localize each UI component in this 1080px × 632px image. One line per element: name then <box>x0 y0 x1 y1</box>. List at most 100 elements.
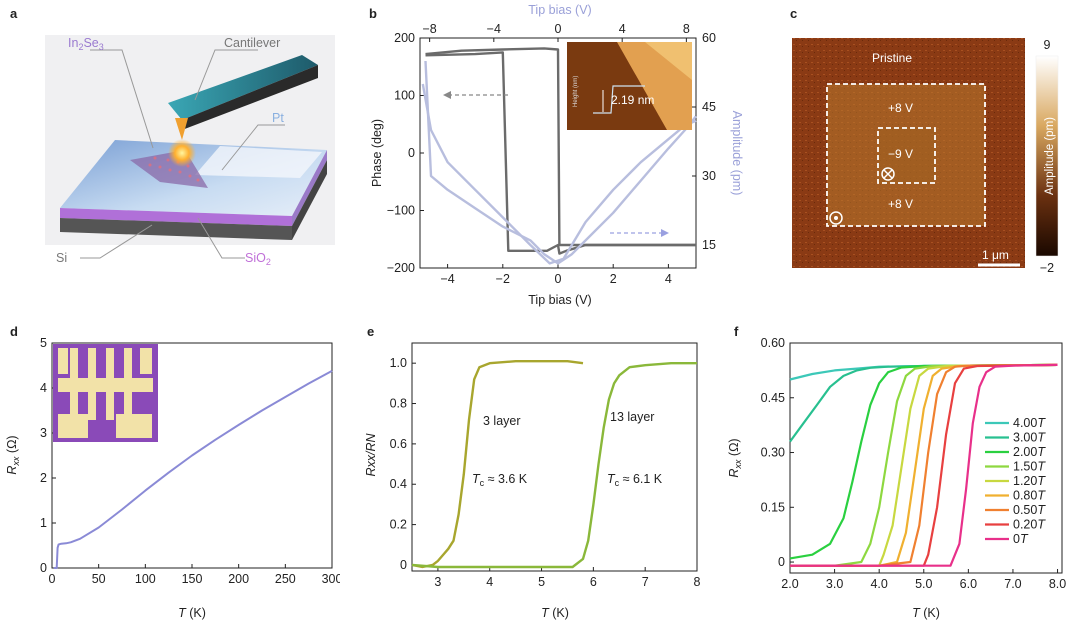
x-tick-label: 4 <box>619 22 626 36</box>
y-tick-label: 200 <box>394 31 415 45</box>
normalized-resistance-chart: T (K) Rxx/RN 3 4 5 6 7 8 1.0 0.8 0.6 0.4 0.2 0 3 la… <box>364 342 701 620</box>
panel-label-f: f <box>734 324 739 339</box>
callout-cantilever: Cantilever <box>224 36 280 50</box>
y-tick-label: 0 <box>408 146 415 160</box>
y-tick-label: 0.6 <box>390 437 407 451</box>
series-2 <box>789 363 1058 560</box>
panel-c: c Pristine +8 V −9 V +8 V 1 μm 9 −2 Ampl… <box>780 0 1080 300</box>
legend: 4.00T3.00T2.00T1.50T1.20T0.80T0.50T0.20T… <box>985 416 1046 546</box>
x-tick-label: 8.0 <box>1049 577 1066 591</box>
scale-bar-label: 1 μm <box>982 248 1009 262</box>
series-1 <box>411 362 697 569</box>
y-axis-title: Rxx (Ω) <box>5 435 21 474</box>
plot-frame <box>789 342 1063 574</box>
y-tick-label: 30 <box>702 169 716 183</box>
y-tick-label: −100 <box>387 204 415 218</box>
callout-si: Si <box>56 251 67 265</box>
device-schematic: In2Se3 Cantilever Pt Si SiO2 <box>45 35 335 267</box>
y-tick-label: 0.60 <box>761 336 785 350</box>
x-tick-label: 4 <box>486 575 493 589</box>
y-tick-label: 60 <box>702 31 716 45</box>
colorbar <box>1035 55 1059 257</box>
silicon-layer <box>60 218 292 240</box>
device-photo-inset <box>53 344 158 442</box>
x-tick-label: −8 <box>422 22 436 36</box>
pfm-hysteresis-chart: Tip bias (V) Tip bias (V) Phase (deg) Am… <box>370 3 744 307</box>
x-axis-title: T (K) <box>912 606 940 620</box>
x-axis-title: T (K) <box>541 606 569 620</box>
y-tick-label: 0.4 <box>390 477 407 491</box>
x-tick-label: 2 <box>610 272 617 286</box>
y-tick-label: 0.30 <box>761 446 785 460</box>
oxide-layer <box>60 208 292 226</box>
y-tick-label: 1 <box>40 516 47 530</box>
y-tick-label: 3 <box>40 426 47 440</box>
legend-label: 1.20T <box>1013 474 1046 488</box>
y-tick-label: 0 <box>400 558 407 572</box>
step-height: 2.19 nm <box>611 93 654 107</box>
panel-a: a <box>0 0 340 300</box>
series-3 <box>421 83 697 265</box>
y-axis-title: Rxx (Ω) <box>727 438 743 477</box>
y-tick-label: 100 <box>394 89 415 103</box>
x-tick-label: 3.0 <box>826 577 843 591</box>
y-tick-label: 0 <box>40 561 47 575</box>
y-tick-label: 0.45 <box>761 391 785 405</box>
pristine-label: Pristine <box>872 51 912 65</box>
cantilever <box>168 55 318 120</box>
y-tick-label: 2 <box>40 471 47 485</box>
x-tick-label: 50 <box>92 572 106 586</box>
legend-label: 1.50T <box>1013 460 1046 474</box>
dot-marker <box>829 211 843 225</box>
y-tick-label: 0 <box>778 555 785 569</box>
panel-label-a: a <box>10 6 18 21</box>
y-tick-label: 1.0 <box>390 356 407 370</box>
outer-write-box <box>826 83 986 227</box>
legend-label: 3.00T <box>1013 431 1046 445</box>
pt-electrode <box>195 146 322 178</box>
callout-sio2: SiO2 <box>245 251 271 267</box>
y-tick-label: 5 <box>40 336 47 350</box>
top-axis-title: Tip bias (V) <box>528 3 591 17</box>
y-tick-label: 4 <box>40 381 47 395</box>
x-tick-label: 100 <box>135 572 156 586</box>
series-0 <box>411 360 584 569</box>
x-tick-label: 5.0 <box>915 577 932 591</box>
legend-label: 2.00T <box>1013 445 1046 459</box>
y-axis-title: Rxx/RN <box>364 433 378 477</box>
colorbar-min: −2 <box>1040 261 1054 275</box>
series-8 <box>790 363 1058 567</box>
y-tick-label: 0.2 <box>390 518 407 532</box>
legend-label: 0T <box>1013 532 1029 546</box>
series-2 <box>424 60 697 265</box>
x-tick-label: 5 <box>538 575 545 589</box>
tc-13-layer: Tc ≈ 6.1 K <box>607 472 663 488</box>
panel-b: b Tip bias (V) Tip bias (V) Phase (deg) … <box>355 0 750 310</box>
afm-inset: Height (nm) 2.19 nm <box>567 42 692 130</box>
series-3 <box>790 363 1058 567</box>
y-tick-label: −200 <box>387 261 415 275</box>
y-tick-label: 45 <box>702 100 716 114</box>
colorbar-max: 9 <box>1044 38 1051 52</box>
x-tick-label: −4 <box>440 272 454 286</box>
x-tick-label: 7.0 <box>1004 577 1021 591</box>
field-dependent-rxx-chart: T (K) Rxx (Ω) 2.0 3.0 4.0 5.0 6.0 7.0 8.0 0.60 0… <box>727 336 1066 620</box>
x-tick-label: −2 <box>496 272 510 286</box>
legend-label: 0.50T <box>1013 503 1046 517</box>
panel-d: d T (K) Rxx (Ω) 0 50 100 150 200 250 300 5 4 3 2 1 0 <box>0 318 342 627</box>
x-tick-label: 7 <box>642 575 649 589</box>
y-tick-label: 0.15 <box>761 500 785 514</box>
cross-marker <box>881 167 895 181</box>
x-tick-label: 150 <box>182 572 203 586</box>
pfm-amplitude-map: Pristine +8 V −9 V +8 V 1 μm 9 −2 Amplit… <box>792 38 1059 275</box>
y2-axis-title: Amplitude (pm) <box>730 111 744 196</box>
x-tick-label: 8 <box>694 575 701 589</box>
tip-glow <box>168 139 196 167</box>
x-tick-label: 8 <box>683 22 690 36</box>
x-tick-label: 200 <box>228 572 249 586</box>
height-profile <box>593 85 645 114</box>
panel-label-c: c <box>790 6 798 21</box>
x-tick-label: 6 <box>590 575 597 589</box>
panel-f: f T (K) Rxx (Ω) 2.0 3.0 4.0 5.0 6.0 7.0 8.0 0.6… <box>720 318 1080 627</box>
x-tick-label: 300 <box>322 572 340 586</box>
